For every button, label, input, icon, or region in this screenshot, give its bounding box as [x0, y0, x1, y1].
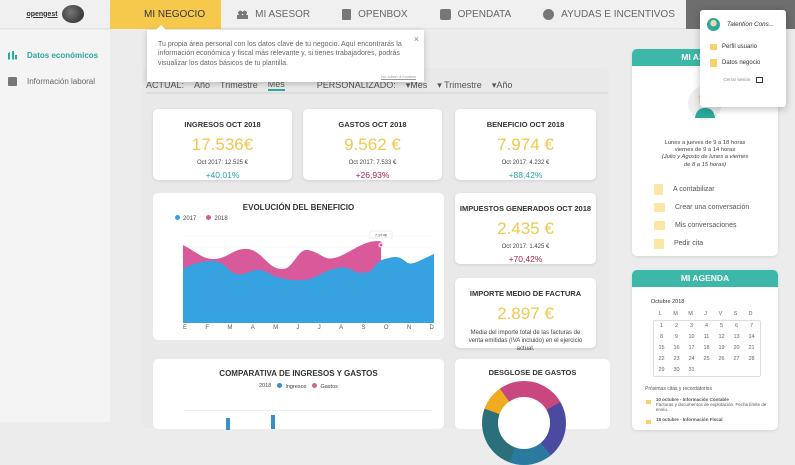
beneficio-card: BENEFICIO OCT 2018 7.974 € Oct 2017: 4.2… — [455, 109, 596, 180]
nav-mi-asesor[interactable]: MI ASESOR — [221, 0, 326, 29]
piggy-bank-icon — [543, 8, 555, 20]
legend-gastos[interactable]: Gastos — [312, 383, 338, 390]
custom-mes-dropdown[interactable]: ▾Mes — [405, 79, 428, 90]
people-icon — [237, 8, 249, 20]
crear-conversacion-link[interactable]: Crear una conversación — [654, 199, 778, 217]
perfil-usuario-link[interactable]: Perfil usuario — [700, 44, 786, 50]
datos-negocio-link[interactable]: Datos negocio — [700, 59, 786, 67]
close-icon[interactable]: × — [413, 34, 419, 44]
logout-button[interactable]: Cerrar sesión — [700, 77, 786, 83]
chat-icon — [654, 203, 665, 213]
agenda-event[interactable]: 15 octubre - Información Fiscal — [646, 417, 778, 424]
period-filters: ACTUAL: Año Trimestre Mes PERSONALIZADO:… — [146, 78, 608, 94]
custom-ano-dropdown[interactable]: ▾Año — [491, 79, 513, 90]
filter-trimestre[interactable]: Trimestre — [220, 80, 258, 90]
user-dropdown-menu: Talention Cons... Perfil usuario Datos n… — [700, 10, 786, 107]
user-avatar — [707, 18, 720, 31]
logo[interactable]: opengest — [0, 0, 110, 29]
legend-2018[interactable]: 2018 — [206, 215, 228, 222]
logout-icon — [755, 77, 763, 83]
mis-conversaciones-link[interactable]: Mis conversaciones — [654, 217, 778, 235]
legend-ingresos[interactable]: Ingresos — [277, 383, 306, 390]
desglose-gastos-chart: DESGLOSE DE GASTOS — [455, 359, 610, 465]
comparativa-legend: 2018 Ingresos Gastos — [259, 383, 338, 390]
nav-ayudas[interactable]: AYUDAS E INCENTIVOS — [527, 0, 691, 29]
lock-icon — [439, 8, 451, 20]
comparativa-chart: COMPARATIVA DE INGRESOS Y GASTOS 2018 In… — [153, 359, 444, 430]
agenda-event[interactable]: 10 octubre - Información Contable Factura… — [646, 397, 778, 412]
dont-show-again-link[interactable]: No volver a mostrar — [381, 73, 416, 79]
a-contabilizar-link[interactable]: A contabilizar — [654, 181, 778, 199]
legend-2017[interactable]: 2017 — [175, 215, 196, 222]
info-popup: × Tu propia área personal con los datos … — [147, 25, 424, 82]
folder-icon — [654, 184, 663, 196]
sidebar-item-datos-economicos[interactable]: Datos económicos — [0, 42, 110, 68]
office-hours: Lunes a jueves de 9 a 18 horas viernes d… — [661, 140, 749, 168]
donut-chart — [482, 381, 566, 465]
profile-icon — [710, 44, 717, 50]
gastos-card: GASTOS OCT 2018 9.562 € Oct 2017: 7.533 … — [303, 109, 442, 180]
ingresos-card: INGRESOS OCT 2018 17.536€ Oct 2017: 12.5… — [153, 109, 292, 180]
filter-mes[interactable]: Mes — [267, 79, 285, 91]
business-data-icon — [710, 59, 717, 67]
impuestos-card: IMPUESTOS GENERADOS OCT 2018 2.435 € Oct… — [455, 193, 596, 264]
factura-card: IMPORTE MEDIO DE FACTURA 2.897 € Media d… — [455, 278, 596, 352]
nav-opendata[interactable]: OPENDATA — [424, 0, 528, 29]
logo-globe-icon — [61, 5, 84, 23]
top-navigation: opengest MI NEGOCIO MI ASESOR OPENBOX OP… — [0, 0, 795, 29]
user-info: Talention Cons... — [700, 10, 786, 31]
sidebar: Datos económicos Información laboral — [0, 30, 110, 422]
sidebar-item-informacion-laboral[interactable]: Información laboral — [0, 68, 110, 94]
calendar-icon — [654, 238, 664, 249]
bar-chart-icon — [8, 50, 17, 60]
custom-trimestre-dropdown[interactable]: ▾ Trimestre — [437, 79, 482, 90]
nav-mi-negocio[interactable]: MI NEGOCIO — [110, 0, 222, 29]
nav-openbox[interactable]: OPENBOX — [326, 0, 423, 29]
filter-ano[interactable]: Año — [194, 80, 211, 90]
pedir-cita-link[interactable]: Pedir cita — [654, 235, 778, 253]
briefcase-icon — [8, 76, 17, 86]
grid-icon — [126, 9, 137, 20]
chart-legend: 2017 2018 — [175, 215, 228, 222]
svg-text:7.974€: 7.974€ — [375, 233, 388, 238]
area-chart-plot: 7.974€ — [183, 230, 434, 323]
conversations-icon — [654, 221, 665, 231]
document-icon — [342, 8, 352, 20]
beneficio-evolution-chart: EVOLUCIÓN DEL BENEFICIO 2017 2018 7.974€… — [153, 193, 444, 340]
